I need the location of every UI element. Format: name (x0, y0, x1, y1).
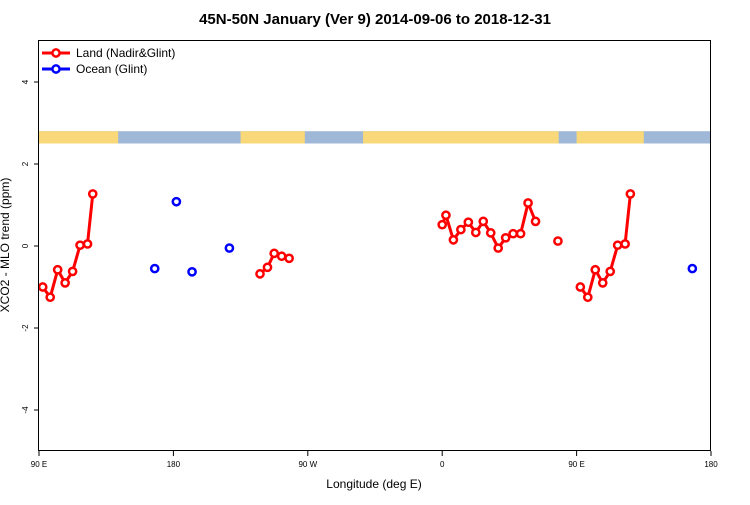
series-1-point-0-0 (149, 263, 160, 274)
series-0-point-2-7 (485, 228, 496, 238)
series-0-point-1-4 (284, 253, 294, 264)
x-tick-label-2: 90 W (298, 460, 317, 469)
series-0-point-2-8 (493, 243, 504, 253)
map-land-segment-1 (240, 131, 305, 144)
y-tick-label-2: 0 (21, 243, 30, 248)
y-axis-label: XCO2 - MLO trend (ppm) (0, 178, 12, 313)
series-0-point-2-5 (470, 227, 481, 238)
series-1-point-0-1 (171, 196, 182, 207)
series-0-point-1-0 (255, 269, 265, 279)
data-series (37, 189, 698, 303)
series-1-point-0-3 (224, 243, 235, 253)
map-land-segment-2 (363, 131, 559, 144)
x-tick-label-5: 180 (704, 460, 718, 469)
series-0-point-4-4 (605, 266, 616, 277)
series-0-point-4-3 (597, 278, 608, 288)
legend: Land (Nadir&Glint) Ocean (Glint) (42, 46, 175, 76)
map-strip (39, 131, 711, 144)
series-0-point-2-13 (530, 216, 541, 227)
series-0-point-1-1 (262, 262, 273, 273)
series-1-point-0-4 (687, 263, 698, 274)
y-tick-label-3: 2 (21, 161, 30, 166)
series-0-point-2-4 (463, 217, 474, 228)
legend-ocean-marker (51, 64, 61, 74)
series-0-point-1-3 (276, 251, 287, 262)
series-0-point-2-12 (523, 198, 533, 208)
chart-title: 45N-50N January (Ver 9) 2014-09-06 to 20… (199, 11, 551, 28)
series-0-point-0-4 (67, 266, 78, 277)
series-0-point-0-1 (45, 292, 56, 303)
axes: 90 E 180 90 W 0 90 E 180 -4 -2 0 2 4 (21, 79, 718, 469)
series-0-point-2-11 (515, 228, 526, 239)
series-0-point-0-6 (82, 239, 93, 249)
series-0-point-0-2 (52, 264, 63, 275)
legend-land-label: Land (Nadir&Glint) (76, 46, 175, 60)
x-tick-label-4: 90 E (568, 460, 584, 469)
y-tick-label-0: -4 (21, 406, 30, 414)
series-0-point-1-2 (269, 248, 280, 259)
y-tick-label-1: -2 (21, 324, 30, 332)
series-0-point-4-1 (582, 292, 593, 303)
series-0-point-2-1 (441, 210, 451, 221)
series-0-point-4-0 (575, 282, 586, 292)
series-0-point-2-6 (478, 216, 489, 227)
x-tick-label-1: 180 (167, 460, 181, 469)
series-0-point-0-7 (87, 189, 98, 199)
x-axis-label: Longitude (deg E) (326, 477, 421, 491)
legend-ocean-label: Ocean (Glint) (76, 62, 147, 76)
series-0-point-4-5 (612, 240, 623, 251)
map-land-segment-0 (39, 131, 119, 144)
series-0-point-3-0 (553, 236, 563, 246)
series-0-point-2-10 (508, 228, 518, 239)
series-0-point-0-0 (37, 282, 48, 292)
series-0-point-0-5 (75, 240, 85, 251)
series-0-point-2-3 (456, 224, 466, 235)
series-0-point-4-7 (625, 189, 636, 199)
x-tick-label-3: 0 (440, 460, 445, 469)
legend-land-marker (51, 48, 61, 58)
map-land-segment-3 (576, 131, 644, 144)
y-tick-label-4: 4 (21, 79, 30, 84)
series-0-point-2-0 (437, 219, 448, 230)
series-0-point-2-2 (448, 235, 459, 245)
series-1-point-0-2 (187, 266, 197, 277)
x-tick-label-0: 90 E (31, 460, 47, 469)
series-0-point-4-6 (620, 239, 630, 249)
series-0-point-4-2 (590, 264, 601, 275)
plot-frame (38, 40, 711, 451)
series-0-point-2-9 (500, 232, 511, 243)
series-0-point-0-3 (60, 278, 70, 288)
